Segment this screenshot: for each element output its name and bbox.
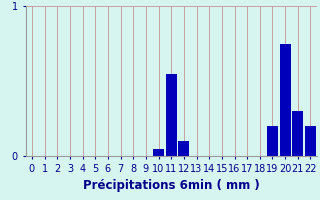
Bar: [292, 111, 303, 156]
Bar: [153, 148, 164, 156]
Bar: [305, 126, 316, 156]
Bar: [166, 73, 177, 156]
Bar: [267, 126, 278, 156]
X-axis label: Précipitations 6min ( mm ): Précipitations 6min ( mm ): [83, 179, 260, 192]
Bar: [179, 141, 189, 156]
Bar: [280, 44, 291, 156]
